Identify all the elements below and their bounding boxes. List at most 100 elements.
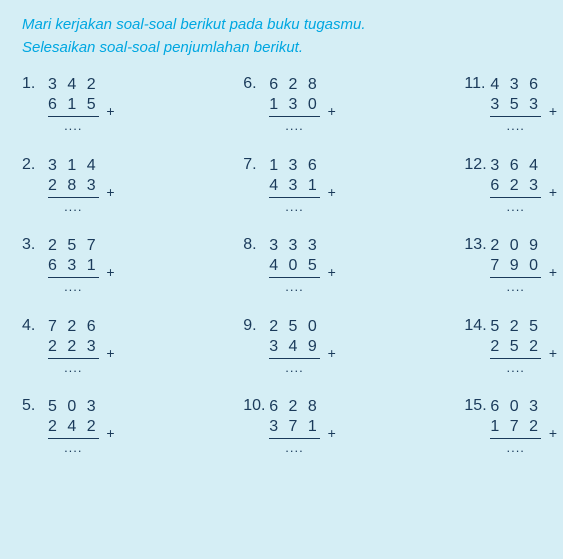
plus-sign: + bbox=[549, 184, 557, 200]
problem-number: 11. bbox=[464, 75, 490, 93]
addend-top: 6 0 3 bbox=[490, 397, 541, 417]
problem-number: 1. bbox=[22, 75, 48, 93]
problem-7: 7.1 3 64 3 1+.... bbox=[243, 156, 320, 215]
plus-sign: + bbox=[549, 345, 557, 361]
plus-sign: + bbox=[328, 184, 336, 200]
addition-stack: 2 5 03 4 9+.... bbox=[269, 317, 320, 376]
addition-stack: 2 0 97 9 0+.... bbox=[490, 236, 541, 295]
problem-10: 10.6 2 83 7 1+.... bbox=[243, 397, 320, 456]
problem-4: 4.7 2 62 2 3+.... bbox=[22, 317, 99, 376]
addend-bottom: 6 1 5 bbox=[48, 95, 99, 117]
answer-blank: .... bbox=[490, 359, 541, 376]
addend-top: 5 0 3 bbox=[48, 397, 99, 417]
plus-sign: + bbox=[328, 345, 336, 361]
problem-number: 3. bbox=[22, 236, 48, 254]
plus-sign: + bbox=[549, 425, 557, 441]
problem-8: 8.3 3 34 0 5+.... bbox=[243, 236, 320, 295]
answer-blank: .... bbox=[269, 117, 320, 134]
plus-sign: + bbox=[549, 103, 557, 119]
addend-top: 1 3 6 bbox=[269, 156, 320, 176]
addend-bottom: 3 4 9 bbox=[269, 337, 320, 359]
problem-number: 10. bbox=[243, 397, 269, 415]
plus-sign: + bbox=[328, 264, 336, 280]
answer-blank: .... bbox=[48, 198, 99, 215]
problem-number: 15. bbox=[464, 397, 490, 415]
addend-bottom: 2 2 3 bbox=[48, 337, 99, 359]
problem-number: 14. bbox=[464, 317, 490, 335]
answer-blank: .... bbox=[490, 439, 541, 456]
addition-stack: 7 2 62 2 3+.... bbox=[48, 317, 99, 376]
addition-stack: 4 3 63 5 3+.... bbox=[490, 75, 541, 134]
addition-stack: 5 2 52 5 2+.... bbox=[490, 317, 541, 376]
problem-number: 7. bbox=[243, 156, 269, 174]
problem-1: 1.3 4 26 1 5+.... bbox=[22, 75, 99, 134]
addition-stack: 6 2 83 7 1+.... bbox=[269, 397, 320, 456]
addend-top: 2 5 0 bbox=[269, 317, 320, 337]
problem-15: 15.6 0 31 7 2+.... bbox=[464, 397, 541, 456]
addition-stack: 6 0 31 7 2+.... bbox=[490, 397, 541, 456]
answer-blank: .... bbox=[48, 278, 99, 295]
addend-bottom: 6 3 1 bbox=[48, 256, 99, 278]
addend-top: 2 5 7 bbox=[48, 236, 99, 256]
addend-top: 3 4 2 bbox=[48, 75, 99, 95]
addend-bottom: 2 5 2 bbox=[490, 337, 541, 359]
addend-top: 4 3 6 bbox=[490, 75, 541, 95]
problem-6: 6.6 2 81 3 0+.... bbox=[243, 75, 320, 134]
plus-sign: + bbox=[328, 425, 336, 441]
answer-blank: .... bbox=[48, 117, 99, 134]
problem-2: 2.3 1 42 8 3+.... bbox=[22, 156, 99, 215]
plus-sign: + bbox=[328, 103, 336, 119]
problem-number: 9. bbox=[243, 317, 269, 335]
problem-11: 11.4 3 63 5 3+.... bbox=[464, 75, 541, 134]
addend-bottom: 6 2 3 bbox=[490, 176, 541, 198]
answer-blank: .... bbox=[48, 359, 99, 376]
addend-top: 6 2 8 bbox=[269, 75, 320, 95]
addend-bottom: 4 0 5 bbox=[269, 256, 320, 278]
answer-blank: .... bbox=[48, 439, 99, 456]
problem-13: 13.2 0 97 9 0+.... bbox=[464, 236, 541, 295]
addend-top: 2 0 9 bbox=[490, 236, 541, 256]
addend-top: 3 6 4 bbox=[490, 156, 541, 176]
addend-bottom: 2 4 2 bbox=[48, 417, 99, 439]
instruction-line-2: Selesaikan soal-soal penjumlahan berikut… bbox=[22, 37, 541, 60]
column-3: 11.4 3 63 5 3+....12.3 6 46 2 3+....13.2… bbox=[464, 75, 541, 456]
column-2: 6.6 2 81 3 0+.... 7.1 3 64 3 1+.... 8.3 3 … bbox=[243, 75, 320, 456]
addition-stack: 3 3 34 0 5+.... bbox=[269, 236, 320, 295]
plus-sign: + bbox=[106, 264, 114, 280]
addition-stack: 3 1 42 8 3+.... bbox=[48, 156, 99, 215]
answer-blank: .... bbox=[269, 278, 320, 295]
addition-stack: 5 0 32 4 2+.... bbox=[48, 397, 99, 456]
problem-5: 5.5 0 32 4 2+.... bbox=[22, 397, 99, 456]
answer-blank: .... bbox=[269, 439, 320, 456]
answer-blank: .... bbox=[490, 117, 541, 134]
addition-stack: 3 6 46 2 3+.... bbox=[490, 156, 541, 215]
addition-stack: 3 4 26 1 5+.... bbox=[48, 75, 99, 134]
addend-top: 3 3 3 bbox=[269, 236, 320, 256]
problem-number: 8. bbox=[243, 236, 269, 254]
addend-bottom: 7 9 0 bbox=[490, 256, 541, 278]
addend-top: 3 1 4 bbox=[48, 156, 99, 176]
problem-number: 2. bbox=[22, 156, 48, 174]
problem-3: 3.2 5 76 3 1+.... bbox=[22, 236, 99, 295]
answer-blank: .... bbox=[269, 198, 320, 215]
addend-top: 6 2 8 bbox=[269, 397, 320, 417]
answer-blank: .... bbox=[490, 278, 541, 295]
problem-number: 6. bbox=[243, 75, 269, 93]
answer-blank: .... bbox=[269, 359, 320, 376]
addend-bottom: 1 3 0 bbox=[269, 95, 320, 117]
problem-12: 12.3 6 46 2 3+.... bbox=[464, 156, 541, 215]
problems-grid: 1.3 4 26 1 5+....2.3 1 42 8 3+....3.2 5 … bbox=[22, 75, 541, 456]
problem-9: 9.2 5 03 4 9+.... bbox=[243, 317, 320, 376]
addend-top: 7 2 6 bbox=[48, 317, 99, 337]
column-1: 1.3 4 26 1 5+.... 2.3 1 42 8 3+.... 3.2 5 … bbox=[22, 75, 99, 456]
addend-bottom: 1 7 2 bbox=[490, 417, 541, 439]
plus-sign: + bbox=[549, 264, 557, 280]
answer-blank: .... bbox=[490, 198, 541, 215]
addend-bottom: 3 7 1 bbox=[269, 417, 320, 439]
problem-number: 12. bbox=[464, 156, 490, 174]
addend-bottom: 2 8 3 bbox=[48, 176, 99, 198]
instruction-line-1: Mari kerjakan soal-soal berikut pada buk… bbox=[22, 14, 541, 37]
problem-number: 13. bbox=[464, 236, 490, 254]
plus-sign: + bbox=[106, 345, 114, 361]
addition-stack: 6 2 81 3 0+.... bbox=[269, 75, 320, 134]
